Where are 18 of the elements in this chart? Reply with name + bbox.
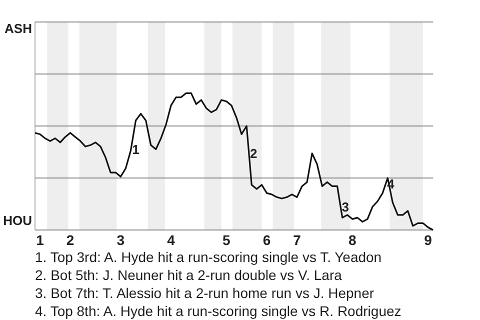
ref-line-label: HOU [3, 213, 32, 228]
x-tick-label: 7 [293, 232, 302, 248]
annotation: 1 [132, 142, 140, 158]
text: 4. Top 8th: A. Hyde hit a run-scoring single vs R. Rodriguez [35, 303, 402, 319]
annotation: 3 [342, 200, 349, 215]
x-tick-label: 4 [167, 232, 176, 248]
text: 2. Bot 5th: J. Neuner hit a 2-run double vs V. Lara [35, 267, 342, 283]
x-tick-label: 2 [66, 232, 74, 248]
text: 1. Top 3rd: A. Hyde hit a run-scoring single vs T. Yeadon [35, 249, 382, 265]
x-tick-label: 1 [36, 232, 44, 248]
x-tick-label: 9 [424, 232, 432, 248]
x-tick-label: 3 [116, 232, 125, 248]
x-tick-label: 6 [262, 232, 271, 248]
x-tick-label: 8 [348, 232, 356, 248]
annotation: 2 [250, 146, 258, 162]
text: 3. Bot 7th: T. Alessio hit a 2-run home run vs J. Hepner [35, 285, 374, 301]
ref-line-label: ASH [4, 21, 32, 36]
x-tick-label: 5 [222, 232, 231, 248]
